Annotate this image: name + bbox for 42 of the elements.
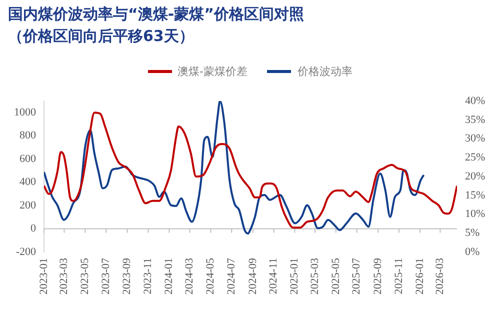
line-series [44, 112, 457, 229]
y-tick-label: 800 [20, 130, 36, 142]
line-series [44, 101, 425, 235]
y-tick-label: 600 [20, 152, 36, 165]
x-tick-label: 2024-05 [204, 258, 217, 295]
chart-title: 国内煤价波动率与“澳煤-蒙煤”价格区间对照 [8, 5, 304, 24]
x-tick-label: 2025-05 [330, 258, 342, 295]
y2-tick-label: 15% [465, 189, 486, 202]
x-tick-label: 2026-03 [434, 258, 446, 295]
y-tick-label: 0 [30, 222, 36, 235]
x-tick-label: 2025-01 [288, 258, 301, 295]
y-tick-label: -200 [16, 246, 36, 258]
y2-tick-label: 10% [465, 208, 486, 220]
x-tick-label: 2023-09 [121, 258, 134, 295]
y2-tick-label: 30% [465, 132, 486, 145]
y2-tick-label: 20% [465, 170, 486, 182]
y2-tick-label: 25% [465, 152, 486, 164]
x-tick-label: 2023-05 [79, 258, 92, 295]
x-tick-label: 2023-01 [38, 258, 50, 295]
x-tick-label: 2024-11 [268, 258, 280, 294]
x-tick-label: 2024-09 [246, 258, 259, 295]
y-tick-label: 400 [20, 176, 36, 188]
x-tick-label: 2025-09 [372, 258, 384, 295]
y2-tick-label: 40% [465, 94, 486, 107]
x-tick-label: 2024-03 [184, 258, 196, 295]
legend-label: 价格波动率 [297, 65, 352, 78]
chart-subtitle: （价格区间向后平移63天） [8, 27, 194, 46]
x-tick-label: 2025-07 [350, 258, 363, 295]
x-tick-label: 2025-03 [308, 258, 321, 295]
y-tick-label: 200 [20, 199, 36, 212]
x-tick-label: 2023-11 [142, 258, 154, 294]
x-tick-label: 2024-01 [163, 258, 176, 295]
x-tick-label: 2026-01 [414, 258, 426, 295]
x-tick-label: 2023-07 [100, 258, 112, 295]
x-tick-label: 2024-07 [226, 258, 238, 295]
y2-tick-label: 0% [465, 246, 480, 258]
x-tick-label: 2025-11 [392, 258, 405, 294]
x-tick-label: 2023-03 [58, 258, 70, 295]
y-tick-label: 1000 [14, 106, 36, 119]
y2-tick-label: 5% [465, 227, 480, 240]
legend-label: 澳煤-蒙煤价差 [178, 65, 248, 78]
y2-tick-label: 35% [465, 114, 486, 126]
